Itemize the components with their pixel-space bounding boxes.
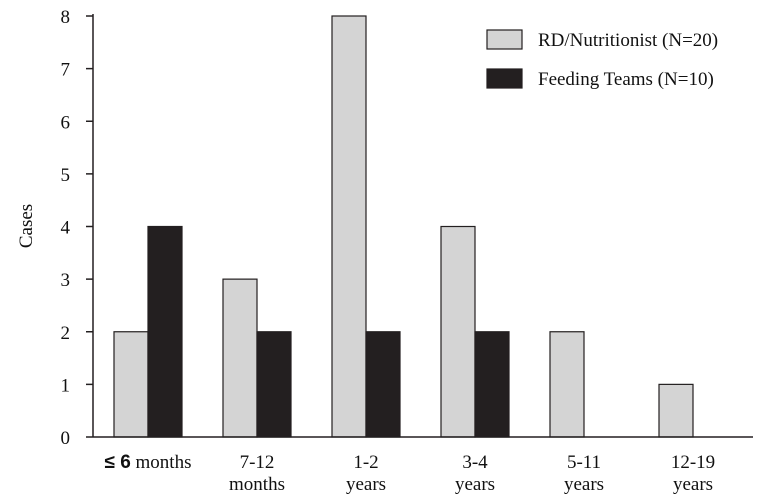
bars-layer: [113, 15, 694, 438]
bar-s0-c5: [658, 383, 694, 438]
x-category-label-4: 5-11 years: [564, 452, 604, 495]
legend-label-0: RD/Nutritionist (N=20): [538, 30, 718, 51]
y-axis-title: Cases: [16, 204, 37, 248]
y-tick-label-3: 3: [61, 270, 71, 291]
x-labels-layer: ≤ 6 months 7-12 months 1-2 years 3-4 years 5-11…: [105, 452, 716, 495]
y-tick-label-1: 1: [61, 375, 71, 396]
legend-swatch-0: [486, 29, 523, 50]
bar-s0-c4: [549, 331, 585, 438]
x-category-label-1: 7-12 months: [229, 452, 285, 495]
bar-s1-c1: [256, 331, 292, 438]
y-tick-label-6: 6: [61, 112, 71, 133]
bar-s1-c2: [365, 331, 401, 438]
y-tick-label-8: 8: [61, 7, 71, 28]
axes-layer: [92, 14, 753, 438]
x-category-label-2: 1-2 years: [346, 452, 386, 495]
y-tick-label-4: 4: [61, 218, 71, 239]
y-tick-label-0: 0: [61, 428, 71, 449]
y-tick-label-5: 5: [61, 165, 71, 186]
bar-s0-c0: [113, 331, 149, 438]
bar-s1-c0: [147, 225, 183, 438]
bar-s1-c3: [474, 331, 510, 438]
bar-s0-c3: [440, 225, 476, 438]
x-category-label-3: 3-4 years: [455, 452, 495, 495]
legend: RD/Nutritionist (N=20) Feeding Teams (N=1…: [486, 29, 718, 90]
x-category-label-5: 12-19 years: [671, 452, 715, 495]
y-tick-label-7: 7: [61, 60, 71, 81]
bar-s0-c1: [222, 278, 258, 438]
legend-label-1: Feeding Teams (N=10): [538, 69, 714, 90]
y-tick-label-2: 2: [61, 323, 71, 344]
bar-s0-c2: [331, 15, 367, 438]
legend-swatch-1: [486, 68, 523, 89]
y-ticks-layer: 0 1 2 3 4 5 6 7 8: [61, 7, 93, 449]
x-category-label-0: ≤ 6 months: [105, 452, 192, 473]
